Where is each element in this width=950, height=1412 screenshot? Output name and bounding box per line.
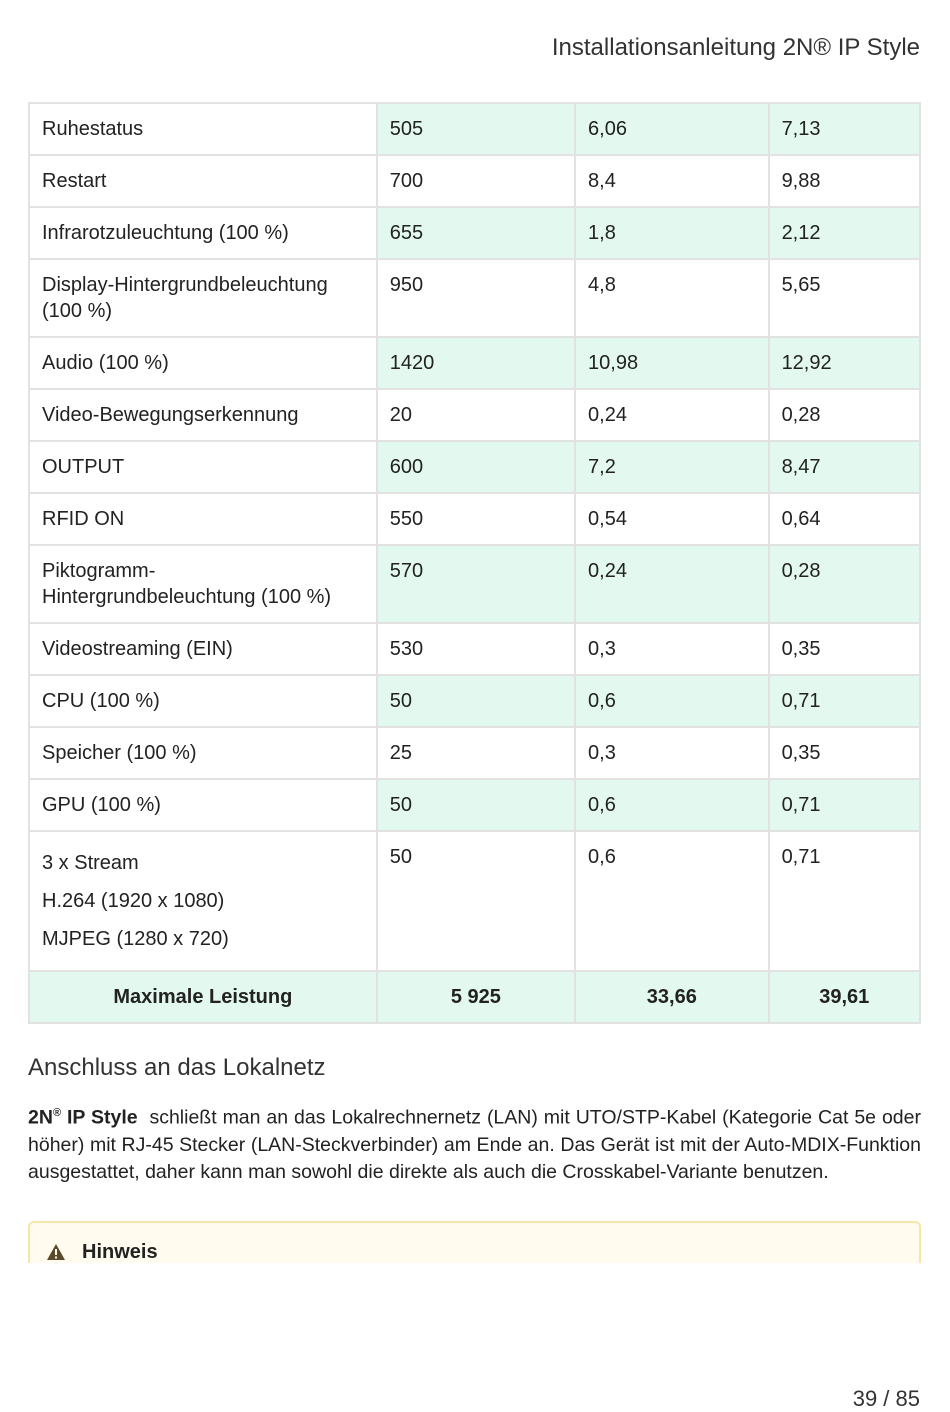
cell-line: 3 x Stream bbox=[42, 852, 139, 874]
note-title: Hinweis bbox=[82, 1241, 158, 1263]
table-cell: 600 bbox=[375, 440, 577, 494]
table-cell: 0,24 bbox=[574, 544, 770, 624]
table-cell: 10,98 bbox=[574, 336, 770, 390]
table-cell: 50 bbox=[375, 830, 577, 972]
table-cell: OUTPUT bbox=[28, 440, 378, 494]
table-row: RFID ON 550 0,54 0,64 bbox=[28, 492, 922, 546]
table-cell: 4,8 bbox=[574, 258, 770, 338]
table-row: Ruhestatus 505 6,06 7,13 bbox=[28, 102, 922, 156]
table-cell: 0,3 bbox=[574, 726, 770, 780]
table-cell: 50 bbox=[375, 778, 577, 832]
table-cell: 0,28 bbox=[767, 388, 922, 442]
cell-line: MJPEG (1280 x 720) bbox=[42, 928, 229, 950]
table-cell: 950 bbox=[375, 258, 577, 338]
table-cell: 1420 bbox=[375, 336, 577, 390]
table-cell: 530 bbox=[375, 622, 577, 676]
table-row: Video-Bewegungserkennung 20 0,24 0,28 bbox=[28, 388, 922, 442]
brand-sup-text: ® bbox=[52, 1107, 62, 1119]
table-cell: 1,8 bbox=[574, 206, 770, 260]
table-cell: 50 bbox=[375, 674, 577, 728]
table-cell: 9,88 bbox=[767, 154, 922, 208]
table-row: Display-Hintergrundbeleuchtung (100 %) 95… bbox=[28, 258, 922, 338]
table-cell: 8,47 bbox=[767, 440, 922, 494]
table-cell: 0,6 bbox=[574, 674, 770, 728]
table-row: Audio (100 %) 1420 10,98 12,92 bbox=[28, 336, 922, 390]
table-cell: 6,06 bbox=[574, 102, 770, 156]
table-cell: Videostreaming (EIN) bbox=[28, 622, 378, 676]
table-cell: 700 bbox=[375, 154, 577, 208]
table-cell: 7,13 bbox=[767, 102, 922, 156]
table-cell: 20 bbox=[375, 388, 577, 442]
table-row: Speicher (100 %) 25 0,3 0,35 bbox=[28, 726, 922, 780]
table-cell: Piktogramm-Hintergrundbeleuchtung (100 %… bbox=[28, 544, 378, 624]
table-cell: 0,28 bbox=[767, 544, 922, 624]
table-cell: 0,6 bbox=[574, 778, 770, 832]
table-row: OUTPUT 600 7,2 8,47 bbox=[28, 440, 922, 494]
table-cell: 0,71 bbox=[767, 778, 922, 832]
total-cell: Maximale Leistung bbox=[28, 970, 378, 1024]
table-cell: 3 x Stream H.264 (1920 x 1080) MJPEG (1280… bbox=[28, 830, 378, 972]
page-number: 39 / 85 bbox=[852, 1386, 920, 1411]
table-cell: GPU (100 %) bbox=[28, 778, 378, 832]
table-cell: Speicher (100 %) bbox=[28, 726, 378, 780]
blank bbox=[0, 1263, 950, 1408]
table-cell: Restart bbox=[28, 154, 378, 208]
table-cell: 12,92 bbox=[767, 336, 922, 390]
table-row: Piktogramm-Hintergrundbeleuchtung (100 %… bbox=[28, 544, 922, 624]
table-cell: Video-Bewegungserkennung bbox=[28, 388, 378, 442]
table-cell: 5,65 bbox=[767, 258, 922, 338]
table-cell: 7,2 bbox=[574, 440, 770, 494]
table-cell: Ruhestatus bbox=[28, 102, 378, 156]
table-row: CPU (100 %) 50 0,6 0,71 bbox=[28, 674, 922, 728]
brand: 2N bbox=[28, 1106, 53, 1129]
warning-icon bbox=[47, 1244, 65, 1260]
total-cell: 33,66 bbox=[574, 970, 770, 1024]
table-cell: RFID ON bbox=[28, 492, 378, 546]
total-cell: 5 925 bbox=[375, 970, 577, 1024]
table-cell: 2,12 bbox=[767, 206, 922, 260]
table-cell: 0,64 bbox=[767, 492, 922, 546]
table-cell: 0,6 bbox=[574, 830, 770, 972]
table-cell: Audio (100 %) bbox=[28, 336, 378, 390]
power-table: Ruhestatus 505 6,06 7,13 Restart 700 8,4 9,88 In… bbox=[28, 102, 922, 1024]
section-heading: Anschluss an das Lokalnetz bbox=[28, 1054, 326, 1081]
table-cell: 0,71 bbox=[767, 830, 922, 972]
table-cell: 0,35 bbox=[767, 622, 922, 676]
total-row: Maximale Leistung 5 925 33,66 39,61 bbox=[28, 970, 922, 1024]
table-cell: 0,24 bbox=[574, 388, 770, 442]
brand-sup: ® bbox=[53, 1107, 61, 1119]
table-cell: 8,4 bbox=[574, 154, 770, 208]
table-row: Infrarotzuleuchtung (100 %) 655 1,8 2,12 bbox=[28, 206, 922, 260]
table-cell: Display-Hintergrundbeleuchtung (100 %) bbox=[28, 258, 378, 338]
total-cell: 39,61 bbox=[767, 970, 922, 1024]
table-cell: 655 bbox=[375, 206, 577, 260]
paragraph-text: schließt man an das Lokalrechnernetz (LA… bbox=[28, 1106, 921, 1183]
table-cell: 570 bbox=[375, 544, 577, 624]
table-cell: 505 bbox=[375, 102, 577, 156]
table-cell: 550 bbox=[375, 492, 577, 546]
table-cell: 0,54 bbox=[574, 492, 770, 546]
table-row: 3 x Stream H.264 (1920 x 1080) MJPEG (1280… bbox=[28, 830, 922, 972]
table-row: Videostreaming (EIN) 530 0,3 0,35 bbox=[28, 622, 922, 676]
table-cell: Infrarotzuleuchtung (100 %) bbox=[28, 206, 378, 260]
table-cell: 0,3 bbox=[574, 622, 770, 676]
brand-rest: IP Style bbox=[66, 1106, 138, 1129]
table-cell: CPU (100 %) bbox=[28, 674, 378, 728]
cell-line: H.264 (1920 x 1080) bbox=[42, 890, 225, 912]
table-cell: 25 bbox=[375, 726, 577, 780]
header-title: Installationsanleitung 2N® IP Style bbox=[551, 34, 920, 61]
paragraph: 2N® IP Style schließt man an das Lokalre… bbox=[28, 1100, 921, 1186]
table-row: Restart 700 8,4 9,88 bbox=[28, 154, 922, 208]
table-row: GPU (100 %) 50 0,6 0,71 bbox=[28, 778, 922, 832]
table-cell: 0,71 bbox=[767, 674, 922, 728]
table-cell: 0,35 bbox=[767, 726, 922, 780]
